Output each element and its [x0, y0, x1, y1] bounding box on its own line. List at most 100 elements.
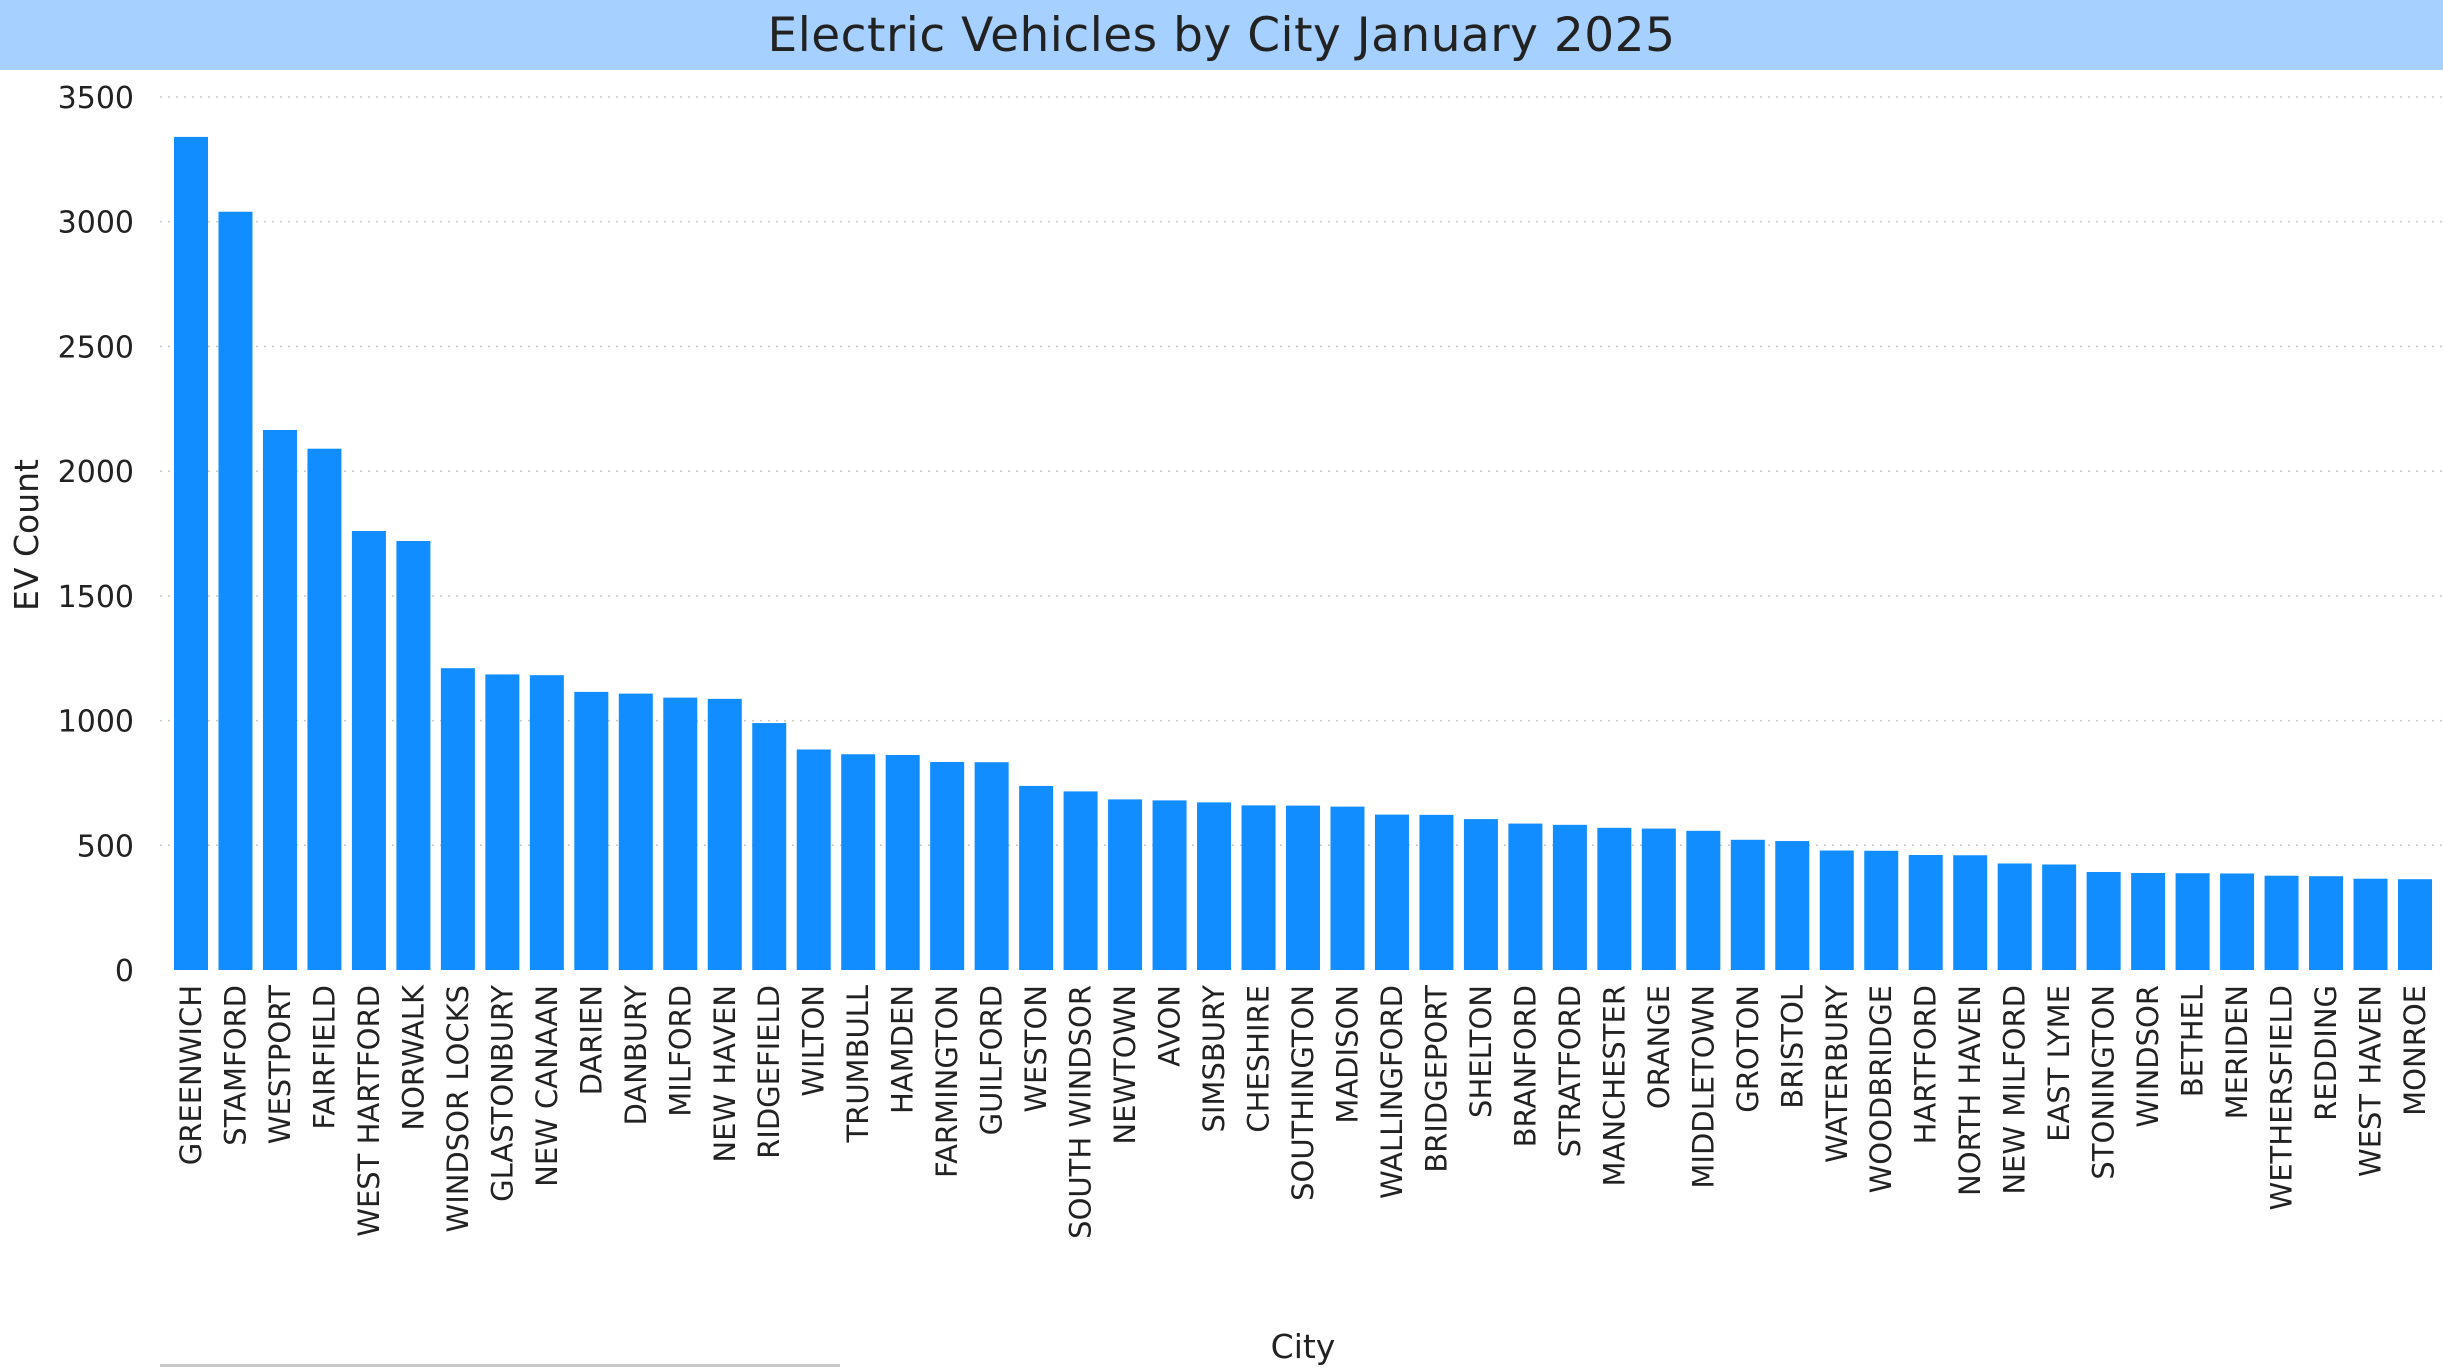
x-tick-label: MONROE — [2398, 985, 2432, 1116]
x-tick-label: MERIDEN — [2220, 985, 2254, 1119]
y-tick-label: 3000 — [58, 206, 134, 241]
bar-bristol[interactable] — [1775, 841, 1810, 970]
bar-hamden[interactable] — [885, 754, 920, 970]
bar-stonington[interactable] — [2086, 871, 2121, 970]
bar-wethersfield[interactable] — [2264, 875, 2299, 970]
bar-wilton[interactable] — [796, 749, 831, 970]
chart-title: Electric Vehicles by City January 2025 — [767, 7, 1676, 63]
bar-hartford[interactable] — [1908, 855, 1943, 970]
bar-westport[interactable] — [262, 429, 297, 970]
y-tick-label: 1000 — [58, 705, 134, 740]
x-tick-label: MIDDLETOWN — [1686, 985, 1720, 1189]
x-tick-label: SHELTON — [1464, 985, 1498, 1118]
bar-avon[interactable] — [1152, 800, 1187, 970]
bar-monroe[interactable] — [2398, 879, 2432, 970]
bar-madison[interactable] — [1330, 806, 1365, 970]
y-axis-label: EV Count — [7, 459, 46, 611]
x-tick-label: REDDING — [2309, 985, 2343, 1121]
bar-greenwich[interactable] — [174, 136, 208, 970]
x-tick-label: STRATFORD — [1553, 985, 1587, 1157]
bar-redding[interactable] — [2309, 876, 2344, 970]
bar-southington[interactable] — [1286, 805, 1320, 970]
bar-shelton[interactable] — [1463, 819, 1498, 970]
bars — [174, 136, 2432, 971]
x-tick-label: MADISON — [1330, 985, 1364, 1124]
bar-darien[interactable] — [574, 691, 609, 970]
chart-title-bar: Electric Vehicles by City January 2025 — [0, 0, 2443, 70]
bar-danbury[interactable] — [618, 693, 653, 970]
x-tick-label: AVON — [1153, 985, 1187, 1067]
bar-trumbull[interactable] — [841, 754, 876, 970]
bar-simsbury[interactable] — [1197, 802, 1232, 970]
bar-farmington[interactable] — [930, 761, 965, 970]
x-axis-ticks: GREENWICH STAMFORD WESTPORT FAIRFIELD WEST H… — [174, 984, 2432, 1239]
bar-meriden[interactable] — [2220, 873, 2255, 970]
bar-south-windsor[interactable] — [1063, 791, 1098, 970]
y-tick-label: 2000 — [58, 455, 134, 490]
bar-manchester[interactable] — [1597, 827, 1632, 970]
x-tick-label: BRIDGEPORT — [1419, 985, 1453, 1173]
x-tick-label: SOUTH WINDSOR — [1064, 985, 1098, 1239]
bar-new-haven[interactable] — [707, 698, 742, 970]
bar-bethel[interactable] — [2175, 873, 2210, 970]
bar-woodbridge[interactable] — [1864, 850, 1899, 970]
x-tick-label: SOUTHINGTON — [1286, 985, 1320, 1201]
x-tick-label: NEW CANAAN — [530, 985, 564, 1187]
x-tick-label: HAMDEN — [886, 985, 920, 1114]
bar-orange[interactable] — [1641, 828, 1676, 970]
x-tick-label: HARTFORD — [1909, 985, 1943, 1144]
bar-windsor[interactable] — [2131, 872, 2166, 970]
bar-windsor-locks[interactable] — [440, 668, 475, 970]
x-tick-label: BRISTOL — [1775, 985, 1809, 1109]
x-tick-label: RIDGEFIELD — [752, 985, 786, 1159]
x-tick-label: WINDSOR — [2131, 985, 2165, 1128]
x-tick-label: GLASTONBURY — [485, 985, 519, 1202]
bar-west-hartford[interactable] — [351, 531, 386, 970]
bar-ridgefield[interactable] — [752, 723, 787, 970]
y-tick-label: 1500 — [58, 580, 134, 615]
x-tick-label: NEWTOWN — [1108, 985, 1142, 1145]
horizontal-scrollbar[interactable] — [160, 1364, 840, 1367]
y-tick-label: 2500 — [58, 330, 134, 365]
x-tick-label: NEW HAVEN — [708, 985, 742, 1163]
x-tick-label: WATERBURY — [1820, 985, 1854, 1163]
x-tick-label: MANCHESTER — [1597, 985, 1631, 1187]
x-tick-label: SIMSBURY — [1197, 985, 1231, 1133]
bar-wallingford[interactable] — [1374, 814, 1409, 970]
bar-weston[interactable] — [1019, 785, 1054, 970]
bar-waterbury[interactable] — [1819, 850, 1854, 970]
x-tick-label: NORWALK — [396, 984, 430, 1131]
x-tick-label: EAST LYME — [2042, 985, 2076, 1142]
bar-fairfield[interactable] — [307, 448, 342, 970]
x-tick-label: WEST HARTFORD — [352, 985, 386, 1237]
bar-east-lyme[interactable] — [2042, 864, 2077, 970]
x-axis-label: City — [1271, 1327, 1336, 1366]
bar-guilford[interactable] — [974, 762, 1009, 970]
bar-norwalk[interactable] — [396, 540, 431, 970]
bar-new-canaan[interactable] — [529, 675, 564, 970]
bar-middletown[interactable] — [1686, 830, 1721, 970]
bar-north-haven[interactable] — [1953, 855, 1988, 970]
y-tick-label: 0 — [115, 954, 134, 989]
bar-glastonbury[interactable] — [485, 674, 520, 970]
x-tick-label: STONINGTON — [2087, 985, 2121, 1180]
x-tick-label: BRANFORD — [1508, 985, 1542, 1147]
x-tick-label: WESTON — [1019, 985, 1053, 1113]
bar-cheshire[interactable] — [1241, 805, 1276, 970]
bar-bridgeport[interactable] — [1419, 814, 1454, 970]
bar-new-milford[interactable] — [1997, 863, 2032, 970]
bar-groton[interactable] — [1730, 839, 1765, 970]
bar-west-haven[interactable] — [2353, 878, 2388, 970]
x-tick-label: NORTH HAVEN — [1953, 985, 1987, 1196]
x-tick-label: GUILFORD — [975, 985, 1009, 1135]
x-tick-label: FARMINGTON — [930, 985, 964, 1178]
bar-milford[interactable] — [663, 697, 698, 970]
bar-branford[interactable] — [1508, 823, 1543, 970]
x-tick-label: WETHERSFIELD — [2265, 985, 2299, 1210]
bar-stratford[interactable] — [1552, 824, 1587, 970]
x-tick-label: GROTON — [1731, 985, 1765, 1113]
x-tick-label: NEW MILFORD — [1998, 985, 2032, 1195]
bar-stamford[interactable] — [218, 211, 253, 971]
bar-newtown[interactable] — [1108, 799, 1143, 970]
